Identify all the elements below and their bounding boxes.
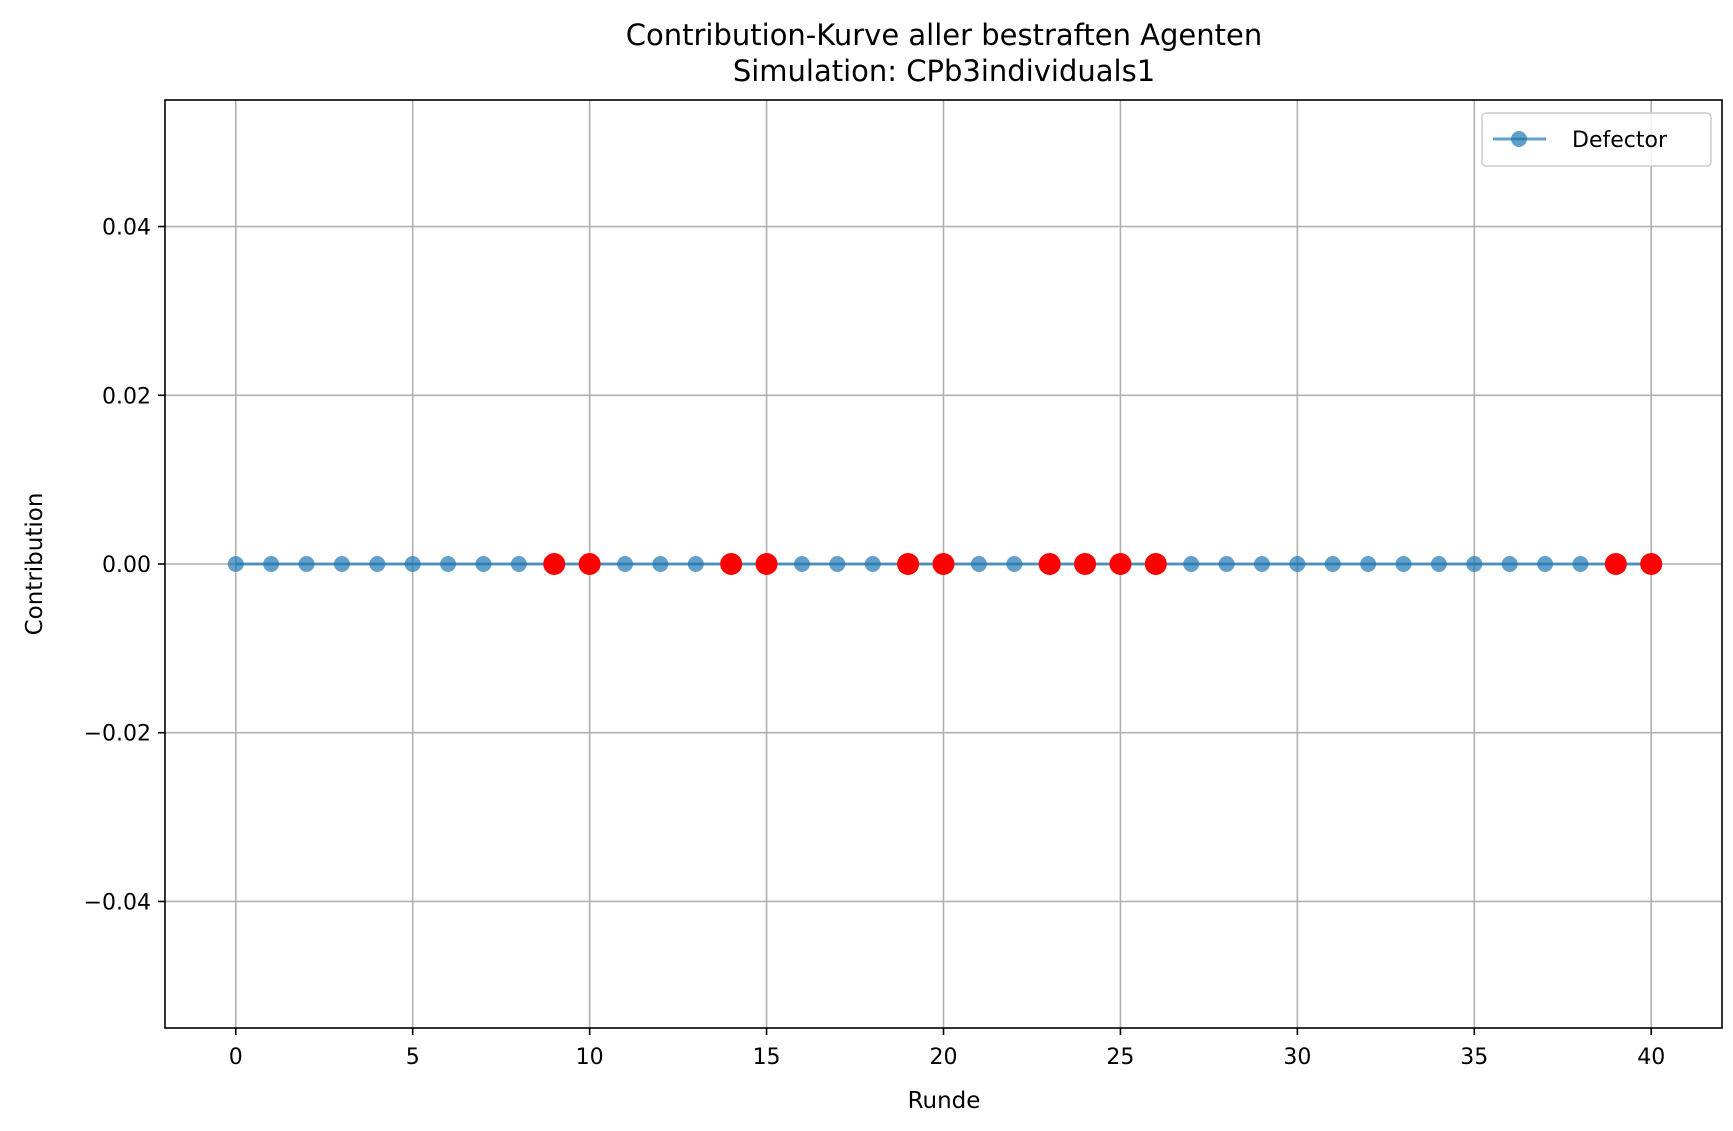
x-tick-label: 0 [229, 1045, 243, 1070]
legend: Defector [1481, 112, 1712, 167]
data-point [263, 556, 280, 572]
data-point [617, 556, 634, 572]
highlight-point [720, 553, 743, 575]
legend-marker-swatch [1511, 131, 1527, 147]
data-point [1501, 556, 1518, 572]
data-point [440, 556, 457, 572]
data-point [1253, 556, 1270, 572]
data-point [1430, 556, 1447, 572]
highlight-point [1144, 553, 1167, 575]
data-point [1360, 556, 1377, 572]
highlight-point [1109, 553, 1132, 575]
data-point [1006, 556, 1023, 572]
data-point [1572, 556, 1589, 572]
x-tick-label: 5 [406, 1045, 420, 1070]
data-point [475, 556, 492, 572]
series-layer [227, 553, 1663, 575]
y-tick-label: −0.04 [84, 890, 151, 915]
x-tick-label: 25 [1106, 1045, 1134, 1070]
chart-title: Contribution-Kurve aller bestraften Agen… [626, 18, 1263, 52]
data-point [864, 556, 881, 572]
legend-box [1481, 112, 1712, 167]
data-point [1218, 556, 1235, 572]
x-tick-label: 20 [930, 1045, 958, 1070]
highlight-point [1604, 553, 1627, 575]
highlight-point [1074, 553, 1097, 575]
y-tick-label: 0.04 [102, 216, 151, 241]
y-tick-label: 0.00 [102, 553, 151, 578]
data-point [1183, 556, 1200, 572]
x-tick-label: 15 [753, 1045, 781, 1070]
data-point [404, 556, 421, 572]
highlight-point [932, 553, 955, 575]
data-point [1324, 556, 1341, 572]
x-axis-ticks: 0 5 10 15 20 25 30 35 40 [229, 1028, 1665, 1070]
highlight-point [755, 553, 778, 575]
data-point [369, 556, 386, 572]
data-point [652, 556, 669, 572]
chart-subtitle: Simulation: CPb3individuals1 [733, 54, 1155, 88]
y-tick-label: −0.02 [84, 722, 151, 747]
data-point [1466, 556, 1483, 572]
data-point [510, 556, 527, 572]
data-point [1395, 556, 1412, 572]
highlight-point [578, 553, 601, 575]
y-axis-label: Contribution [22, 493, 48, 636]
x-tick-label: 30 [1283, 1045, 1311, 1070]
x-tick-label: 10 [576, 1045, 604, 1070]
data-point [829, 556, 846, 572]
data-point [1537, 556, 1554, 572]
data-point [793, 556, 810, 572]
data-point [1289, 556, 1306, 572]
y-tick-label: 0.02 [102, 384, 151, 409]
highlight-point [1640, 553, 1663, 575]
data-point [333, 556, 350, 572]
data-point [227, 556, 244, 572]
y-axis-ticks: −0.04 −0.02 0.00 0.02 0.04 [84, 216, 165, 915]
data-point [970, 556, 987, 572]
highlight-point [897, 553, 920, 575]
highlight-point [543, 553, 566, 575]
x-tick-label: 35 [1460, 1045, 1488, 1070]
highlight-point [1038, 553, 1061, 575]
data-point [298, 556, 315, 572]
x-tick-label: 40 [1637, 1045, 1665, 1070]
legend-label-defector: Defector [1572, 128, 1668, 153]
x-axis-label: Runde [908, 1088, 981, 1114]
data-point [687, 556, 704, 572]
